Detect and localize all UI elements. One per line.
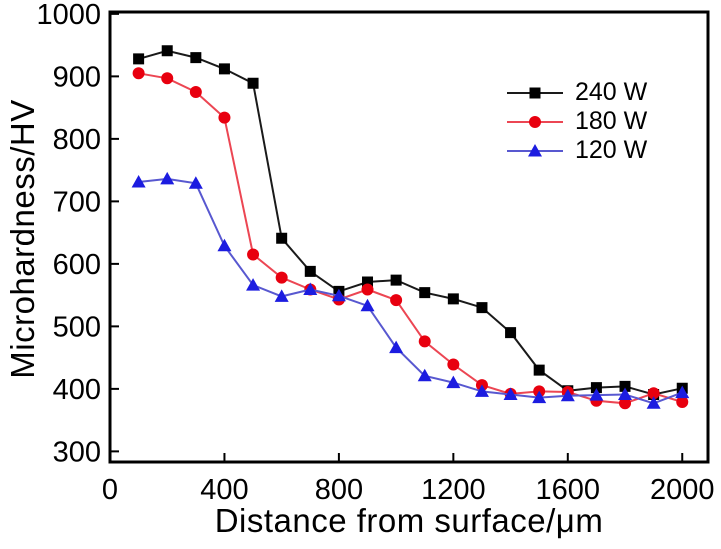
legend-item-120w: 120 W: [504, 136, 647, 165]
x-tick-label: 1600: [536, 474, 601, 506]
legend-circle-marker-icon: [507, 115, 563, 128]
plot-frame: [108, 10, 710, 464]
legend-triangle-marker-icon: [507, 143, 563, 156]
x-tick-label: 800: [315, 474, 363, 506]
data-point-triangle: [160, 171, 175, 185]
data-point-triangle: [503, 387, 518, 400]
y-axis-title: Microhardness/HV: [4, 99, 41, 379]
data-point-square: [276, 232, 288, 244]
legend-swatch-marker: [528, 143, 542, 156]
data-point-triangle: [646, 396, 661, 409]
data-point-square: [505, 327, 517, 339]
data-point-circle: [361, 283, 374, 296]
x-tick-label: 0: [102, 474, 118, 506]
data-point-square: [218, 63, 230, 75]
data-point-square: [161, 45, 173, 57]
y-tick-label: 700: [53, 186, 101, 218]
legend-label-120w: 120 W: [575, 136, 648, 164]
legend-swatch-marker: [529, 115, 541, 128]
data-point-triangle: [560, 388, 575, 402]
data-point-square: [362, 276, 374, 288]
y-tick-label: 300: [53, 436, 101, 468]
data-point-triangle: [389, 340, 404, 354]
data-point-circle: [390, 294, 403, 307]
y-tick-label: 500: [53, 311, 101, 343]
y-tick-label: 400: [53, 374, 101, 406]
data-point-triangle: [474, 384, 489, 397]
data-point-square: [304, 265, 316, 277]
data-point-circle: [676, 396, 689, 408]
data-point-square: [447, 293, 459, 305]
legend-item-180w: 180 W: [504, 107, 647, 136]
legend: 240 W 180 W 120 W: [504, 78, 647, 165]
series-line-120w: [138, 177, 683, 405]
y-tick-label: 600: [53, 249, 101, 281]
x-tick-label: 1200: [421, 474, 486, 506]
data-point-circle: [647, 387, 660, 400]
data-point-circle: [619, 397, 632, 410]
data-point-circle: [132, 67, 145, 80]
data-point-triangle: [532, 390, 547, 404]
data-point-triangle: [589, 388, 604, 401]
data-point-triangle: [360, 298, 375, 312]
legend-label-240w: 240 W: [575, 78, 648, 106]
x-tick-label: 400: [200, 474, 248, 506]
x-axis-title: Distance from surface/μm: [214, 502, 604, 539]
legend-swatch-marker: [529, 87, 541, 98]
data-point-triangle: [246, 278, 261, 291]
data-point-circle: [447, 358, 460, 371]
data-point-square: [476, 302, 488, 314]
data-point-square: [619, 380, 631, 392]
data-point-circle: [275, 271, 288, 284]
data-point-triangle: [675, 385, 690, 399]
data-point-triangle: [446, 375, 461, 389]
data-point-circle: [161, 72, 174, 85]
data-point-triangle: [303, 282, 318, 295]
data-point-square: [419, 287, 431, 299]
data-point-circle: [418, 335, 431, 348]
y-tick-label: 800: [53, 124, 101, 156]
data-point-square: [133, 53, 145, 65]
x-tick-label: 2000: [650, 474, 715, 506]
data-point-square: [390, 274, 402, 286]
data-point-triangle: [331, 288, 346, 302]
data-point-square: [590, 382, 602, 394]
data-point-square: [190, 52, 202, 64]
legend-label-180w: 180 W: [575, 107, 648, 135]
data-point-triangle: [417, 368, 432, 382]
data-point-triangle: [131, 175, 146, 188]
y-tick-label: 1000: [36, 0, 101, 31]
data-point-circle: [189, 86, 202, 98]
data-point-square: [533, 364, 545, 376]
data-point-triangle: [188, 176, 203, 189]
data-point-circle: [247, 248, 260, 261]
legend-square-marker-icon: [507, 87, 563, 98]
legend-item-240w: 240 W: [504, 78, 647, 107]
y-tick-label: 900: [53, 61, 101, 93]
data-point-triangle: [274, 289, 289, 302]
data-point-square: [247, 77, 259, 89]
data-point-triangle: [618, 387, 633, 400]
data-point-circle: [218, 111, 231, 124]
data-point-triangle: [217, 238, 232, 252]
